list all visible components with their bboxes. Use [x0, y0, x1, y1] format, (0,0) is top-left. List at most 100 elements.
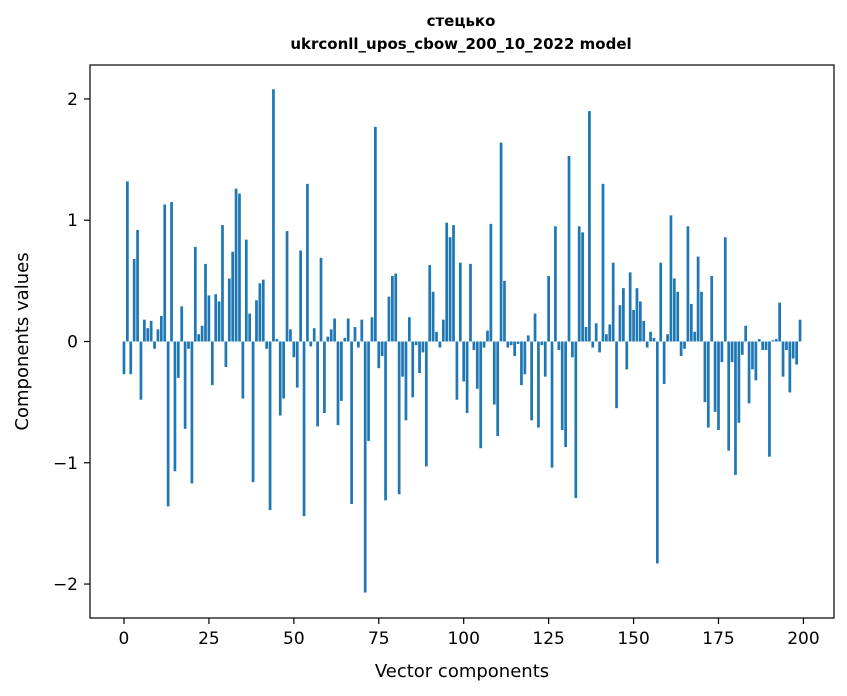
bar-40	[258, 283, 262, 342]
bar-64	[340, 341, 343, 401]
bar-33	[234, 188, 238, 342]
bar-169	[696, 256, 700, 342]
bar-187	[757, 339, 761, 342]
bar-189	[764, 341, 768, 350]
bar-141	[601, 183, 605, 342]
y-axis-label: Components values	[12, 252, 33, 430]
x-tick-label: 75	[368, 629, 390, 649]
bar-188	[761, 341, 765, 350]
bar-11	[159, 316, 163, 342]
bar-108	[489, 223, 493, 342]
bar-95	[445, 222, 449, 342]
bar-146	[618, 305, 622, 342]
bar-57	[316, 341, 319, 427]
bar-160	[666, 334, 669, 342]
bar-86	[414, 341, 418, 346]
bar-59	[323, 341, 326, 414]
bar-82	[401, 341, 404, 377]
bar-125	[547, 276, 550, 342]
x-axis-ticks: 0 25 50 75 100 125 150 175 200	[119, 618, 820, 649]
bar-120	[530, 341, 533, 421]
bar-9	[153, 341, 156, 349]
bar-165	[683, 341, 686, 349]
bar-178	[727, 341, 731, 451]
bar-15	[173, 341, 177, 472]
bar-111	[499, 142, 503, 342]
bar-0	[122, 341, 126, 375]
bar-157	[655, 341, 659, 564]
bar-29	[221, 225, 224, 342]
bar-107	[486, 330, 489, 342]
bar-84	[407, 317, 411, 342]
bar-65	[343, 337, 347, 342]
bar-113	[506, 341, 510, 348]
bar-12	[163, 204, 167, 342]
bar-74	[374, 126, 377, 342]
bar-140	[598, 341, 601, 353]
bar-121	[533, 313, 537, 342]
bar-144	[611, 262, 615, 342]
bar-150	[632, 309, 635, 342]
bar-114	[509, 341, 513, 346]
bar-195	[785, 341, 788, 350]
bar-48	[285, 231, 289, 342]
bar-22	[197, 334, 201, 342]
bar-163	[676, 291, 680, 342]
bar-117	[520, 341, 523, 386]
bar-45	[275, 339, 279, 342]
bar-55	[309, 341, 313, 347]
bar-27	[214, 294, 218, 342]
bar-26	[210, 341, 214, 386]
bar-174	[713, 341, 717, 412]
bar-90	[428, 265, 432, 342]
bar-25	[207, 295, 211, 342]
bar-179	[730, 341, 734, 363]
bar-13	[166, 341, 170, 507]
x-tick-label: 50	[283, 629, 305, 649]
bar-16	[176, 341, 180, 378]
bar-175	[717, 341, 720, 431]
bar-186	[754, 341, 758, 381]
bar-32	[231, 251, 235, 342]
bar-149	[628, 272, 632, 342]
y-tick-label: 1	[67, 211, 78, 231]
bar-198	[795, 341, 798, 365]
bar-5	[139, 341, 143, 400]
bar-136	[584, 326, 588, 342]
chart-title-line-1: стецько	[426, 12, 496, 30]
y-axis-ticks: −2 −1 0 1 2	[53, 90, 90, 595]
bar-109	[492, 341, 496, 405]
bar-7	[146, 328, 150, 342]
bar-194	[781, 341, 785, 377]
bar-92	[435, 331, 438, 342]
y-tick-label: −1	[53, 454, 78, 474]
y-tick-label: 2	[67, 90, 78, 110]
bar-36	[244, 239, 248, 342]
bar-193	[778, 302, 781, 342]
bar-31	[227, 278, 231, 342]
bar-106	[482, 341, 486, 348]
bar-54	[306, 183, 309, 342]
bar-77	[384, 341, 387, 501]
bar-44	[272, 89, 275, 342]
bar-199	[798, 319, 802, 342]
bar-127	[554, 226, 557, 342]
bar-85	[411, 341, 415, 398]
x-tick-label: 200	[787, 629, 819, 649]
bar-135	[581, 232, 584, 342]
bar-112	[503, 280, 506, 342]
bar-3	[132, 259, 136, 342]
bar-42	[265, 341, 269, 349]
bar-148	[625, 341, 629, 370]
bar-91	[431, 291, 435, 342]
y-tick-label: −2	[53, 575, 78, 595]
bar-115	[513, 341, 517, 357]
x-tick-label: 100	[447, 629, 479, 649]
bar-152	[639, 301, 642, 342]
bar-50	[292, 341, 296, 358]
bar-83	[404, 341, 408, 421]
bar-190	[768, 341, 771, 457]
bar-98	[455, 341, 459, 400]
bar-70	[360, 319, 364, 342]
